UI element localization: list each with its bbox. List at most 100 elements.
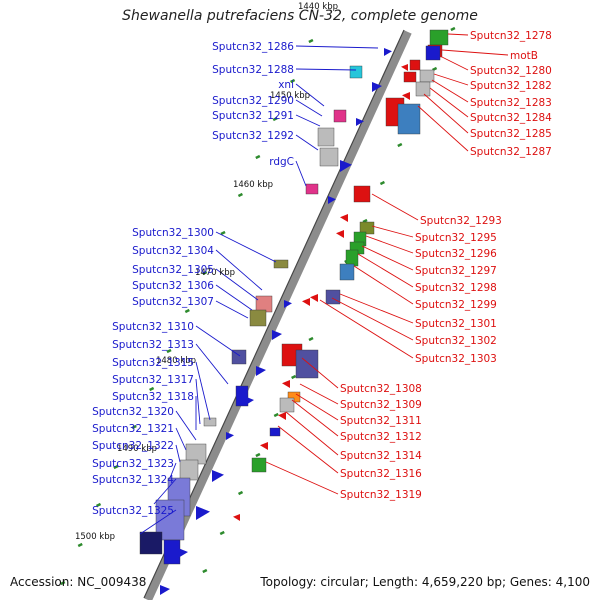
strand-arrow: [178, 548, 188, 558]
gene-labels: 1440 kbp 1450 kbp 1460 kbp 1470 kbp 1480 kbp…: [75, 2, 552, 542]
gene-block: [179, 459, 199, 481]
label-leader-line: [195, 343, 229, 385]
gene-block: [349, 65, 363, 79]
gene-block: [273, 259, 289, 269]
label-leaders: [139, 33, 509, 535]
gene-label-right: Sputcn32_1301: [415, 318, 497, 330]
gene-label-right: Sputcn32_1309: [340, 399, 422, 411]
label-leader-line: [265, 461, 339, 495]
gene-label-right: motB: [510, 50, 538, 62]
label-leader-line: [319, 299, 414, 359]
gene-features: [139, 29, 449, 595]
tick-mark-right: [202, 568, 208, 574]
tick-mark-right: [219, 530, 225, 536]
tick-label: 1490 kbp: [117, 444, 157, 454]
label-leader-line: [195, 325, 241, 357]
gene-label-right: Sputcn32_1314: [340, 450, 422, 462]
label-leader-line: [169, 462, 177, 479]
label-leader-line: [331, 297, 414, 341]
gene-label-left: Sputcn32_1313: [112, 339, 194, 351]
tick-label: 1470 kbp: [195, 268, 235, 278]
gene-block: [251, 457, 267, 473]
gene-label-left: Sputcn32_1305: [132, 264, 214, 276]
label-leader-line: [195, 378, 201, 425]
strand-arrow: [212, 470, 224, 482]
gene-label-right: Sputcn32_1297: [415, 265, 497, 277]
gene-label-left: Sputcn32_1304: [132, 245, 214, 257]
strand-arrow: [372, 82, 382, 92]
tick-mark-right: [432, 66, 438, 72]
accession-label: Accession: NC_009438: [10, 575, 147, 589]
strand-arrow: [340, 214, 348, 222]
tick-mark-right: [362, 218, 368, 224]
gene-block: [249, 309, 267, 327]
gene-label-right: Sputcn32_1293: [420, 215, 502, 227]
strand-arrow: [384, 48, 392, 56]
tick-label: 1480 kbp: [156, 356, 196, 366]
label-leader-line: [153, 478, 177, 505]
gene-block: [231, 349, 247, 365]
label-leader-line: [295, 114, 321, 127]
label-leader-line: [291, 399, 339, 437]
strand-arrow: [356, 118, 364, 126]
label-leader-line: [429, 87, 469, 118]
gene-label-right: Sputcn32_1287: [470, 146, 552, 158]
label-leader-line: [371, 193, 419, 221]
gene-label-left: Sputcn32_1290: [212, 95, 294, 107]
tick-layer: [60, 26, 456, 586]
strand-arrow: [402, 92, 410, 100]
label-leader-line: [215, 249, 263, 291]
gene-label-right: Sputcn32_1298: [415, 282, 497, 294]
gene-block: [339, 263, 355, 281]
gene-label-left: Sputcn32_1307: [132, 296, 214, 308]
label-leader-line: [295, 45, 379, 49]
gene-label-left: xni: [278, 79, 294, 91]
gene-label-left: Sputcn32_1288: [212, 64, 294, 76]
gene-block: [203, 417, 217, 427]
label-leader-line: [215, 284, 253, 311]
gene-block: [403, 71, 417, 83]
gene-label-left: Sputcn32_1320: [92, 406, 174, 418]
strand-arrow: [302, 298, 310, 306]
strand-arrow: [160, 585, 170, 595]
label-leader-line: [175, 427, 187, 451]
tick-mark-left: [60, 580, 66, 586]
gene-label-right: Sputcn32_1303: [415, 353, 497, 365]
label-leader-line: [295, 393, 339, 421]
label-leader-line: [441, 49, 509, 56]
tick-mark-left: [131, 424, 137, 430]
gene-label-right: Sputcn32_1311: [340, 415, 422, 427]
gene-label-left: Sputcn32_1306: [132, 280, 214, 292]
gene-label-left: Sputcn32_1323: [92, 458, 174, 470]
tick-mark-right: [397, 142, 403, 148]
tick-label: 1450 kbp: [270, 91, 310, 101]
strand-arrow: [196, 506, 210, 520]
label-leader-line: [365, 235, 414, 254]
label-leader-line: [371, 225, 414, 238]
gene-label-left: Sputcn32_1310: [112, 321, 194, 333]
label-leader-line: [175, 444, 181, 463]
gene-label-right: Sputcn32_1282: [470, 80, 552, 92]
label-leader-line: [299, 383, 339, 405]
strand-arrow: [282, 380, 290, 388]
topology-label: Topology: circular; Length: 4,659,220 bp…: [260, 575, 590, 589]
label-leader-line: [439, 55, 469, 71]
tick-mark-left: [255, 154, 261, 160]
gene-block: [269, 427, 281, 437]
strand-arrow: [310, 294, 318, 302]
gene-block: [325, 289, 341, 305]
tick-mark-left: [202, 270, 208, 276]
gene-block: [409, 59, 421, 71]
strand-arrow: [278, 412, 286, 420]
tick-mark-right: [255, 452, 261, 458]
tick-mark-right: [273, 412, 279, 418]
tick-label: 1500 kbp: [75, 532, 115, 542]
tick-mark-right: [237, 490, 244, 496]
gene-block: [319, 147, 339, 167]
label-leader-line: [195, 361, 211, 421]
gene-block: [333, 109, 347, 123]
tick-mark-left: [149, 386, 155, 392]
tick-mark-left: [184, 308, 190, 314]
label-leader-line: [295, 68, 357, 71]
